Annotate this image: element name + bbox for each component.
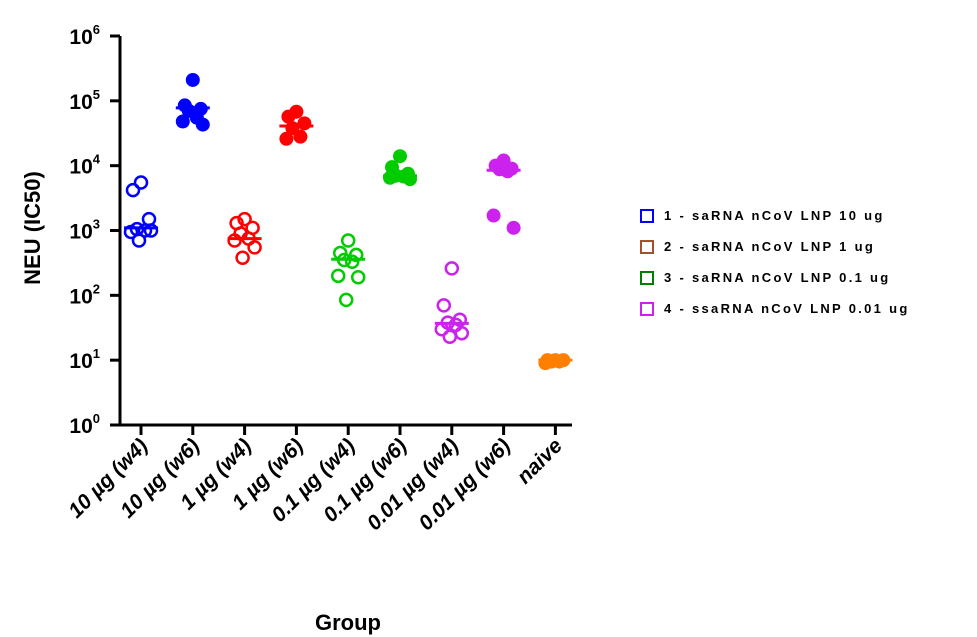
data-point: [538, 356, 553, 371]
data-point: [436, 298, 452, 313]
data-point: [143, 223, 159, 238]
legend-swatch: [640, 301, 654, 316]
data-point: [279, 131, 294, 146]
legend-item: 3 - saRNA nCoV LNP 0.1 ug: [640, 262, 910, 293]
y-tick-label: 106: [69, 22, 100, 49]
data-point: [195, 117, 210, 132]
data-point: [185, 72, 200, 87]
y-tick-label: 105: [69, 87, 100, 114]
data-point: [506, 220, 521, 235]
data-point: [350, 270, 366, 285]
legend-swatch: [640, 239, 654, 254]
data-point: [454, 326, 470, 341]
legend: 1 - saRNA nCoV LNP 10 ug 2 - saRNA nCoV L…: [640, 200, 910, 324]
data-point: [123, 224, 139, 240]
x-tick-label: naive: [513, 434, 567, 488]
data-point: [338, 292, 354, 308]
y-tick-label: 100: [69, 411, 100, 438]
legend-label: 1 - saRNA nCoV LNP 10 ug: [664, 208, 885, 223]
data-points: [123, 72, 571, 371]
y-tick-label: 104: [69, 152, 100, 179]
data-point: [293, 129, 308, 144]
data-point: [247, 240, 262, 255]
data-point: [393, 149, 407, 164]
legend-label: 3 - saRNA nCoV LNP 0.1 ug: [664, 270, 891, 285]
legend-item: 4 - ssaRNA nCoV LNP 0.01 ug: [640, 293, 910, 324]
legend-swatch: [640, 208, 654, 223]
data-point: [227, 233, 242, 248]
data-point: [344, 254, 360, 269]
median-lines: [124, 106, 573, 362]
data-point: [486, 208, 501, 223]
legend-item: 1 - saRNA nCoV LNP 10 ug: [640, 200, 910, 231]
data-point: [175, 114, 190, 129]
data-point: [237, 211, 252, 227]
legend-label: 4 - ssaRNA nCoV LNP 0.01 ug: [664, 301, 910, 316]
data-point: [133, 175, 149, 190]
y-axis-ticks: 100 101 102 103 104 105 106: [69, 22, 120, 438]
data-point: [340, 233, 356, 248]
y-tick-label: 103: [69, 217, 100, 244]
data-point: [297, 116, 312, 131]
legend-swatch: [640, 270, 654, 285]
data-point: [330, 268, 346, 284]
y-tick-label: 101: [69, 346, 100, 373]
y-tick-label: 102: [69, 281, 100, 308]
data-point: [125, 182, 141, 198]
x-axis-title: Group: [315, 610, 381, 635]
data-point: [235, 250, 250, 265]
data-point: [442, 329, 458, 344]
x-tick-label: 0.01 µg (w6): [414, 434, 515, 535]
legend-item: 2 - saRNA nCoV LNP 1 ug: [640, 231, 910, 262]
data-point: [444, 261, 460, 276]
y-axis-title: NEU (IC50): [20, 171, 45, 285]
data-point: [131, 233, 147, 248]
legend-label: 2 - saRNA nCoV LNP 1 ug: [664, 239, 876, 254]
x-axis-ticks: 10 µg (w4)10 µg (w6)1 µg (w4)1 µg (w6)0.…: [64, 425, 567, 535]
data-point: [383, 170, 397, 185]
